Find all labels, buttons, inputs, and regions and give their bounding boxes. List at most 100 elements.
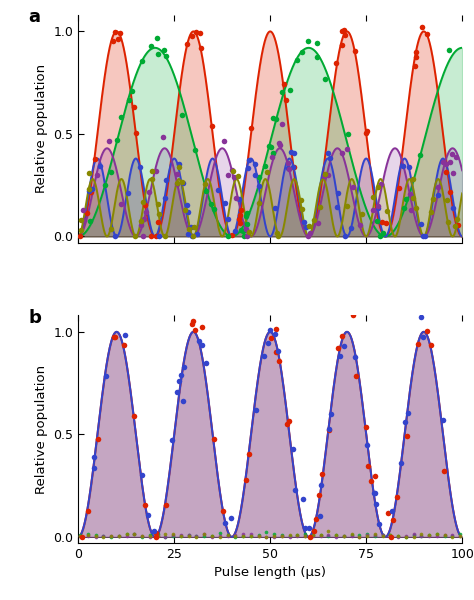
- Point: [418, 529, 425, 539]
- Point: [416, 150, 424, 160]
- Point: [210, 434, 218, 443]
- Point: [395, 183, 403, 193]
- Point: [389, 515, 397, 524]
- Point: [297, 195, 305, 205]
- Point: [255, 532, 262, 541]
- Point: [146, 530, 154, 540]
- Point: [284, 158, 292, 167]
- Point: [316, 511, 323, 521]
- Point: [231, 530, 239, 540]
- Point: [412, 47, 419, 57]
- Point: [247, 532, 255, 541]
- Point: [410, 532, 418, 542]
- Point: [115, 531, 123, 541]
- Point: [304, 232, 312, 241]
- Point: [221, 199, 228, 208]
- Point: [374, 201, 382, 211]
- Point: [423, 29, 431, 38]
- Point: [371, 472, 379, 481]
- Point: [185, 207, 192, 217]
- Point: [341, 26, 348, 35]
- Point: [100, 531, 107, 541]
- Point: [196, 28, 204, 37]
- Point: [335, 188, 342, 198]
- Point: [179, 397, 187, 406]
- Point: [293, 531, 301, 541]
- Point: [367, 476, 374, 486]
- Point: [173, 388, 181, 397]
- Point: [76, 532, 84, 541]
- Point: [441, 532, 448, 541]
- Point: [449, 203, 457, 213]
- Point: [349, 182, 357, 192]
- Point: [356, 532, 363, 542]
- Point: [364, 440, 371, 450]
- Point: [240, 232, 247, 241]
- Point: [435, 182, 442, 192]
- Point: [427, 341, 435, 350]
- Point: [309, 530, 317, 540]
- Point: [279, 87, 286, 97]
- Point: [352, 371, 360, 381]
- Point: [123, 530, 130, 539]
- Point: [179, 178, 187, 188]
- Point: [190, 232, 197, 241]
- Point: [77, 215, 85, 225]
- Point: [224, 232, 232, 241]
- Point: [86, 168, 93, 178]
- Point: [445, 46, 452, 55]
- Point: [224, 170, 232, 180]
- Point: [371, 531, 379, 541]
- Point: [285, 164, 293, 173]
- Point: [202, 186, 210, 196]
- Point: [152, 528, 160, 538]
- Point: [138, 470, 146, 480]
- Point: [332, 58, 340, 68]
- Point: [146, 532, 154, 542]
- Point: [304, 36, 312, 46]
- Point: [123, 531, 130, 541]
- Point: [131, 529, 138, 539]
- Point: [412, 52, 419, 61]
- Point: [102, 371, 109, 381]
- Point: [265, 142, 273, 151]
- Point: [177, 532, 185, 541]
- Point: [397, 458, 405, 468]
- Point: [379, 530, 386, 540]
- Point: [356, 532, 363, 542]
- Point: [214, 185, 222, 194]
- Point: [340, 532, 347, 541]
- Point: [393, 492, 401, 502]
- Point: [84, 530, 91, 540]
- Point: [155, 209, 163, 219]
- Point: [332, 532, 340, 541]
- Point: [305, 524, 312, 533]
- Point: [177, 531, 185, 541]
- Point: [402, 532, 410, 542]
- Point: [175, 163, 183, 172]
- Point: [191, 145, 199, 155]
- Point: [449, 532, 456, 542]
- Point: [154, 532, 162, 541]
- Point: [237, 210, 244, 220]
- Point: [101, 180, 109, 190]
- Point: [369, 192, 376, 202]
- Point: [275, 356, 283, 365]
- Point: [113, 135, 121, 145]
- Point: [277, 140, 284, 150]
- Point: [441, 530, 448, 540]
- Point: [152, 532, 160, 542]
- Point: [255, 532, 262, 541]
- Point: [154, 33, 161, 43]
- Point: [349, 311, 357, 320]
- Point: [433, 531, 441, 541]
- Point: [442, 159, 449, 169]
- Point: [201, 532, 208, 541]
- Point: [371, 530, 379, 539]
- Point: [269, 148, 277, 157]
- Point: [425, 530, 433, 540]
- Point: [147, 232, 155, 241]
- Point: [216, 531, 224, 541]
- Point: [224, 530, 231, 540]
- Point: [318, 480, 325, 490]
